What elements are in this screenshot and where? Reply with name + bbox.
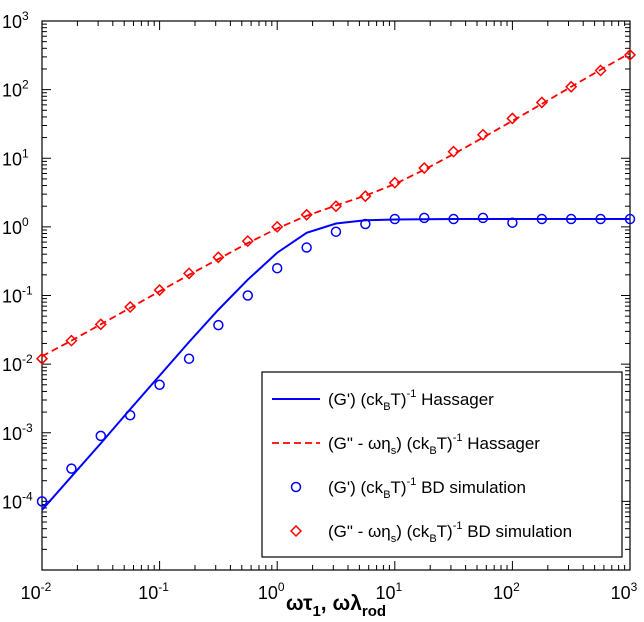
data-point-circle: [154, 379, 165, 391]
legend-label-g1_bd: (G') (ckBT)-1 BD simulation: [328, 476, 526, 501]
y-tick-label: 10-4: [2, 489, 33, 512]
data-point-circle: [242, 290, 254, 301]
data-point-diamond: [418, 161, 431, 175]
data-point-circle: [36, 496, 48, 507]
x-tick-labels: 10-2 10-1 100 101 102 103: [21, 580, 638, 603]
y-tick-label: 10-2: [2, 352, 33, 375]
data-point-circle: [183, 353, 195, 364]
data-point-circle: [66, 463, 77, 474]
data-point-circle: [389, 213, 401, 225]
x-tick-label: 100: [258, 580, 285, 603]
x-tick-label: 10-1: [138, 580, 169, 603]
data-point-circle: [95, 430, 107, 442]
series-line-g2_hassager: [41, 52, 631, 358]
data-point-circle: [565, 213, 577, 225]
legend-label-g2_bd: (G" - ωηs) (ckBT)-1 BD simulation: [328, 520, 572, 545]
legend-label-g1_hassager: (G') (ckBT)-1 Hassager: [328, 388, 494, 413]
data-point-diamond: [300, 208, 313, 221]
data-point-circle: [418, 212, 430, 224]
data-point-diamond: [476, 128, 490, 141]
data-point-circle: [124, 409, 136, 421]
data-point-diamond: [623, 48, 637, 62]
y-tick-label: 100: [2, 215, 29, 238]
data-point-diamond: [212, 251, 225, 264]
data-point-circle: [477, 212, 489, 224]
data-point-circle: [290, 481, 302, 493]
data-point-circle: [213, 319, 224, 331]
data-point-circle: [448, 213, 459, 225]
data-point-diamond: [241, 235, 254, 248]
data-point-circle: [301, 242, 312, 253]
data-point-circle: [360, 218, 371, 230]
y-tick-labels: 10-4 10-3 10-2 10-1 100 101 102 103: [2, 9, 33, 512]
data-point-diamond: [289, 524, 303, 538]
data-point-diamond: [594, 64, 607, 77]
y-tick-label: 10-3: [2, 421, 33, 444]
data-point-diamond: [388, 176, 401, 189]
series-lines: [41, 52, 631, 511]
data-point-diamond: [329, 200, 343, 213]
series-line-g1_hassager: [41, 218, 630, 511]
data-point-circle: [624, 213, 636, 225]
data-point-diamond: [535, 96, 548, 109]
data-point-diamond: [271, 220, 284, 233]
y-tick-label: 101: [2, 146, 29, 169]
x-axis-label: ωτ1, ωλrod: [286, 592, 386, 620]
data-point-circle: [536, 213, 548, 225]
data-point-diamond: [124, 300, 137, 314]
legend-label-g2_hassager: (G" - ωηs) (ckBT)-1 Hassager: [328, 432, 540, 457]
data-point-diamond: [94, 318, 107, 331]
x-tick-label: 101: [375, 580, 402, 603]
y-tick-label: 10-1: [2, 284, 33, 307]
data-point-diamond: [565, 80, 578, 93]
data-point-circle: [330, 226, 342, 237]
data-point-circle: [271, 262, 283, 274]
x-tick-label: 103: [611, 580, 638, 603]
data-point-diamond: [182, 267, 196, 280]
legend-box: [261, 371, 623, 558]
y-tick-label: 103: [2, 9, 29, 32]
data-point-diamond: [447, 145, 460, 158]
data-point-diamond: [35, 352, 49, 365]
x-tick-label: 102: [493, 580, 520, 603]
data-point-diamond: [359, 190, 372, 203]
series-markers: [35, 48, 637, 507]
legend: (G') (ckBT)-1 Hassager (G" - ωηs) (ckBT)-…: [261, 371, 623, 558]
data-point-diamond: [506, 112, 519, 125]
data-point-circle: [507, 217, 518, 228]
data-point-circle: [595, 213, 606, 225]
axis-ticks: [41, 20, 631, 571]
data-point-diamond: [65, 334, 78, 347]
data-point-diamond: [153, 284, 166, 297]
y-tick-label: 102: [2, 78, 29, 101]
x-tick-label: 10-2: [21, 580, 52, 603]
